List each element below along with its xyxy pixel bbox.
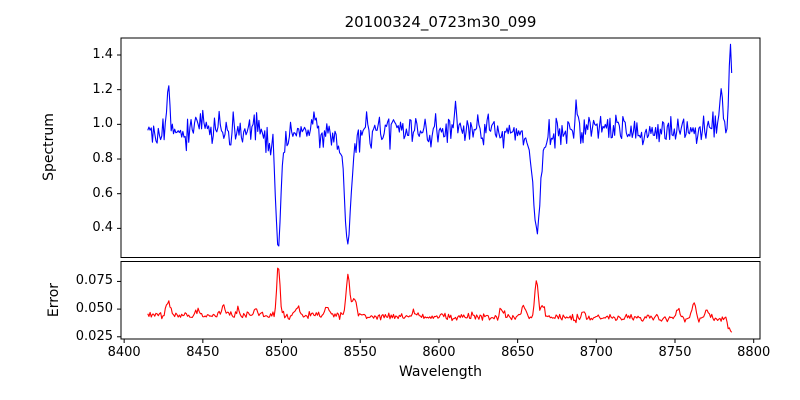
spectrum-y-tick-label-0.4: 0.4 [92, 220, 113, 236]
spectrum-y-tick-label-0.6: 0.6 [92, 185, 113, 201]
error-y-tick-label-0.025: 0.025 [75, 328, 113, 344]
spectrum-y-tick-label-1.2: 1.2 [92, 81, 113, 97]
x-tick-label-8700: 8700 [579, 345, 613, 360]
x-tick-label-8650: 8650 [501, 345, 535, 360]
spectrum-line [147, 43, 733, 247]
spectrum-y-tick-label-1.4: 1.4 [92, 46, 113, 62]
x-tick-label-8800: 8800 [737, 345, 771, 360]
x-tick-label-8400: 8400 [107, 345, 141, 360]
error-panel-frame [120, 261, 761, 340]
x-tick-label-8500: 8500 [264, 345, 299, 360]
chart-title: 20100324_0723m30_099 [344, 13, 537, 31]
x-tick-label-8550: 8550 [343, 345, 377, 360]
error-y-tick-label-0.075: 0.075 [75, 273, 113, 289]
x-tick-label-8750: 8750 [658, 345, 692, 360]
spectrum-y-tick-label-0.8: 0.8 [92, 151, 113, 167]
spectrum-y-tick-label-1.0: 1.0 [92, 116, 113, 132]
error-line [147, 267, 733, 333]
spectrum-panel-frame [120, 37, 761, 258]
x-tick-label-8450: 8450 [186, 345, 220, 360]
x-tick-label-8600: 8600 [422, 345, 456, 360]
x-axis-label: Wavelength [398, 364, 483, 380]
error-y-tick-label-0.050: 0.050 [75, 301, 113, 317]
